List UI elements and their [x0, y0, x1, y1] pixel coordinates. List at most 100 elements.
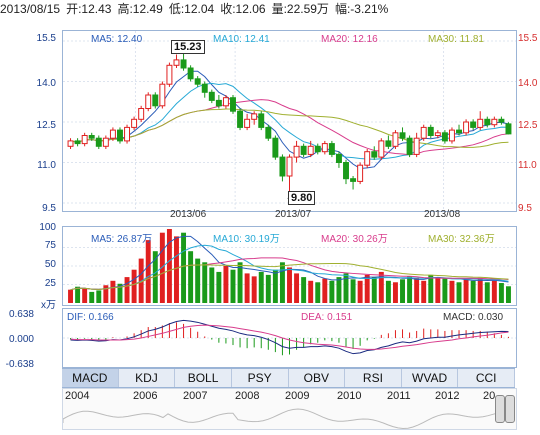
volume-bar	[442, 278, 448, 303]
candle-body	[498, 118, 505, 123]
volume-panel[interactable]: MA5: 26.87万 MA10: 30.19万 MA20: 30.26万 MA…	[62, 226, 517, 306]
candle-body	[237, 110, 244, 128]
timeline-navigator[interactable]: 2004 2006 2007 2008 2009 2010 2011 2012 …	[62, 388, 517, 430]
candle-body	[491, 118, 498, 126]
dea-line	[70, 324, 509, 350]
volume-bar	[82, 288, 88, 303]
vol-ma10-label: MA10: 30.19万	[213, 234, 280, 245]
ma5-label: MA5: 12.40	[91, 34, 143, 45]
candle-body	[286, 156, 293, 177]
candle-body	[201, 83, 208, 93]
price-ytick-left: 11.0	[37, 160, 56, 171]
tab-psy[interactable]: PSY	[232, 369, 289, 387]
volume-bar	[258, 271, 264, 303]
volume-bar	[75, 286, 81, 303]
volume-bar	[230, 269, 236, 303]
candle-body	[244, 118, 251, 128]
volume-bar	[181, 232, 187, 303]
volume-bar	[378, 271, 384, 303]
volume-bar	[364, 274, 370, 303]
volume-bar	[103, 285, 109, 303]
macd-ytick: -0.638	[5, 359, 34, 370]
quote-date: 2013/08/15	[0, 2, 61, 16]
candle-body	[470, 121, 477, 128]
volume-bar	[279, 262, 285, 303]
volume-ytick: 25	[44, 278, 56, 289]
tab-obv[interactable]: OBV	[289, 369, 346, 387]
dea-label: DEA: 0.151	[301, 312, 353, 323]
vol-ma30-line	[70, 263, 509, 291]
volume-bar	[385, 280, 391, 303]
volume-bar	[89, 291, 95, 303]
ma30-line	[70, 108, 509, 148]
price-ytick-left: 15.5	[36, 33, 56, 44]
candle-body	[279, 156, 286, 177]
quote-low: 低:12.04	[168, 2, 215, 16]
ma5-line	[70, 70, 509, 169]
candle-body	[420, 126, 427, 139]
nav-year: 2012	[435, 390, 460, 402]
range-handle-right[interactable]	[505, 395, 515, 423]
volume-bar	[117, 283, 123, 303]
candle-body	[392, 132, 399, 147]
nav-year: 2004	[65, 390, 90, 402]
dif-line	[70, 319, 509, 355]
macd-panel[interactable]: DIF: 0.166 DEA: 0.151 MACD: 0.030	[62, 308, 517, 368]
candle-body	[95, 137, 102, 147]
tab-wvad[interactable]: WVAD	[402, 369, 459, 387]
candle-body	[441, 132, 448, 142]
volume-bar	[343, 273, 349, 303]
candle-body	[138, 108, 145, 120]
candle-body	[463, 121, 470, 134]
volume-bar	[435, 277, 441, 303]
candle-body	[265, 126, 272, 139]
volume-bar	[428, 274, 434, 303]
candle-body	[293, 145, 300, 158]
volume-bar	[131, 269, 137, 303]
candle-body	[67, 140, 74, 147]
tab-macd[interactable]: MACD	[62, 369, 119, 387]
candle-body	[208, 91, 215, 101]
volume-bar	[265, 274, 271, 303]
nav-year: 2011	[387, 390, 411, 402]
candle-body	[350, 178, 357, 182]
tab-rsi[interactable]: RSI	[345, 369, 402, 387]
quote-close: 收:12.06	[220, 2, 266, 16]
volume-bar	[498, 283, 504, 303]
ma20-label: MA20: 12.16	[321, 34, 378, 45]
volume-bar	[392, 282, 398, 303]
nav-year: 2010	[337, 390, 362, 402]
vol-ma20-label: MA20: 30.26万	[321, 234, 388, 245]
candle-body	[230, 97, 236, 112]
candle-body	[413, 137, 420, 155]
volume-bar	[421, 280, 427, 303]
tab-boll[interactable]: BOLL	[175, 369, 232, 387]
range-handle-left[interactable]	[495, 395, 505, 423]
volume-bar	[209, 267, 215, 303]
nav-year: 2008	[235, 390, 260, 402]
candle-body	[448, 129, 455, 142]
volume-bar	[159, 232, 165, 303]
candle-body	[88, 135, 95, 139]
macd-ytick: 0.000	[8, 334, 34, 345]
candle-body	[102, 137, 109, 147]
volume-bar	[308, 280, 314, 303]
volume-bar	[110, 280, 116, 303]
macd-label: MACD: 0.030	[443, 312, 504, 323]
macd-ytick: 0.638	[8, 309, 34, 320]
candle-body	[166, 64, 173, 85]
candle-body	[364, 151, 371, 166]
price-ytick-left: 9.5	[42, 203, 56, 214]
price-panel[interactable]: MA5: 12.40 MA10: 12.41 MA20: 12.16 MA30:…	[62, 30, 517, 212]
volume-bar	[414, 277, 420, 303]
candle-body	[477, 118, 484, 128]
quote-open: 开:12.43	[66, 2, 112, 16]
price-ytick-left: 12.5	[36, 120, 56, 131]
tab-cci[interactable]: CCI	[458, 369, 515, 387]
price-ytick-right: 11.0	[518, 160, 537, 171]
tab-kdj[interactable]: KDJ	[119, 369, 176, 387]
macd-chart	[63, 319, 516, 356]
candle-body	[335, 153, 342, 164]
candle-body	[406, 137, 413, 155]
candle-body	[81, 135, 88, 145]
